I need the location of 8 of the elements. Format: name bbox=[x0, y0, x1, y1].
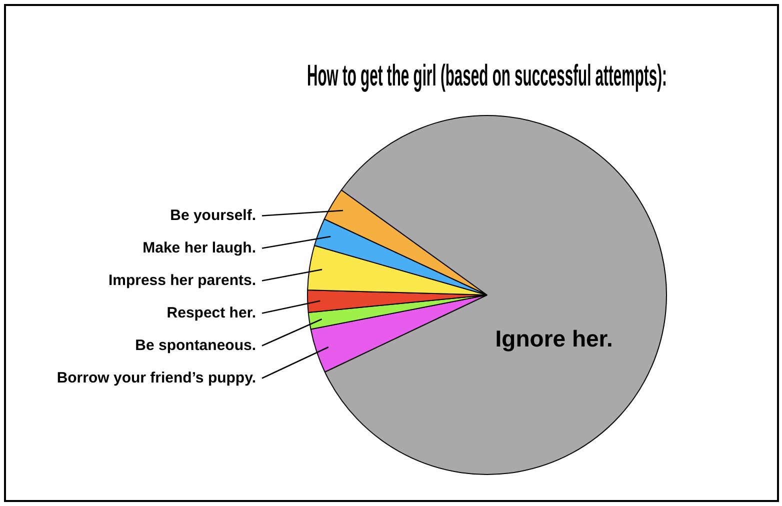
slice-label: Respect her. bbox=[166, 304, 256, 322]
slice-label: Ignore her. bbox=[495, 325, 613, 352]
slice-label: Make her laugh. bbox=[142, 239, 256, 256]
slice-label: Be spontaneous. bbox=[135, 336, 256, 354]
slice-label: Be yourself. bbox=[170, 206, 256, 224]
chart-title: How to get the girl (based on successful attempts): bbox=[307, 60, 667, 93]
slice-label: Borrow your friend’s puppy. bbox=[56, 369, 256, 386]
slice-label: Impress her parents. bbox=[108, 272, 256, 289]
